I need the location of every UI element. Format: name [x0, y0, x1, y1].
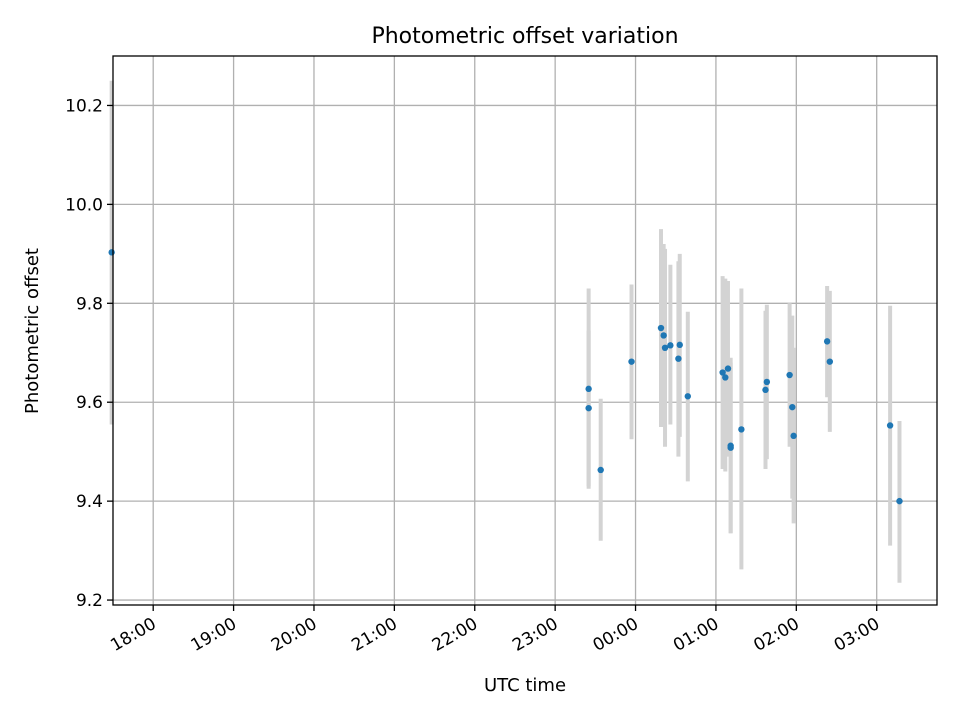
data-point [724, 365, 732, 372]
data-point [823, 338, 831, 345]
data-point [722, 374, 729, 381]
data-point [585, 404, 592, 412]
data-point [628, 358, 635, 365]
data-point [763, 378, 771, 386]
data-point [108, 249, 115, 256]
data-point [660, 332, 667, 339]
data-point [738, 426, 745, 433]
data-point [789, 403, 796, 411]
data-point [585, 385, 592, 393]
data-point [657, 324, 665, 332]
x-axis-label: UTC time [484, 675, 566, 696]
chart-title: Photometric offset variation [371, 24, 678, 49]
data-point [661, 344, 669, 352]
data-point [676, 341, 683, 349]
y-tick-label: 10.0 [65, 195, 103, 215]
data-point [790, 432, 797, 440]
data-points [108, 249, 903, 505]
y-tick-label: 9.4 [76, 492, 103, 512]
y-tick-label: 9.6 [76, 393, 103, 413]
plot-frame [112, 55, 938, 606]
y-axis: 9.2 9.4 9.6 9.8 10.0 10.2 [65, 96, 113, 611]
y-axis-label: Photometric offset [22, 248, 43, 414]
data-point [675, 355, 682, 362]
data-point [667, 342, 674, 349]
y-tick-label: 10.2 [65, 96, 103, 116]
y-tick-label: 9.2 [76, 591, 103, 611]
data-point [886, 422, 894, 429]
data-point [896, 497, 903, 505]
data-point [786, 371, 793, 379]
data-point [826, 358, 834, 365]
data-point [762, 386, 769, 394]
y-tick-label: 9.8 [76, 294, 103, 314]
data-point [684, 393, 691, 400]
data-point [719, 369, 726, 376]
data-point [597, 466, 604, 474]
data-point [727, 444, 734, 451]
grid [113, 56, 937, 605]
